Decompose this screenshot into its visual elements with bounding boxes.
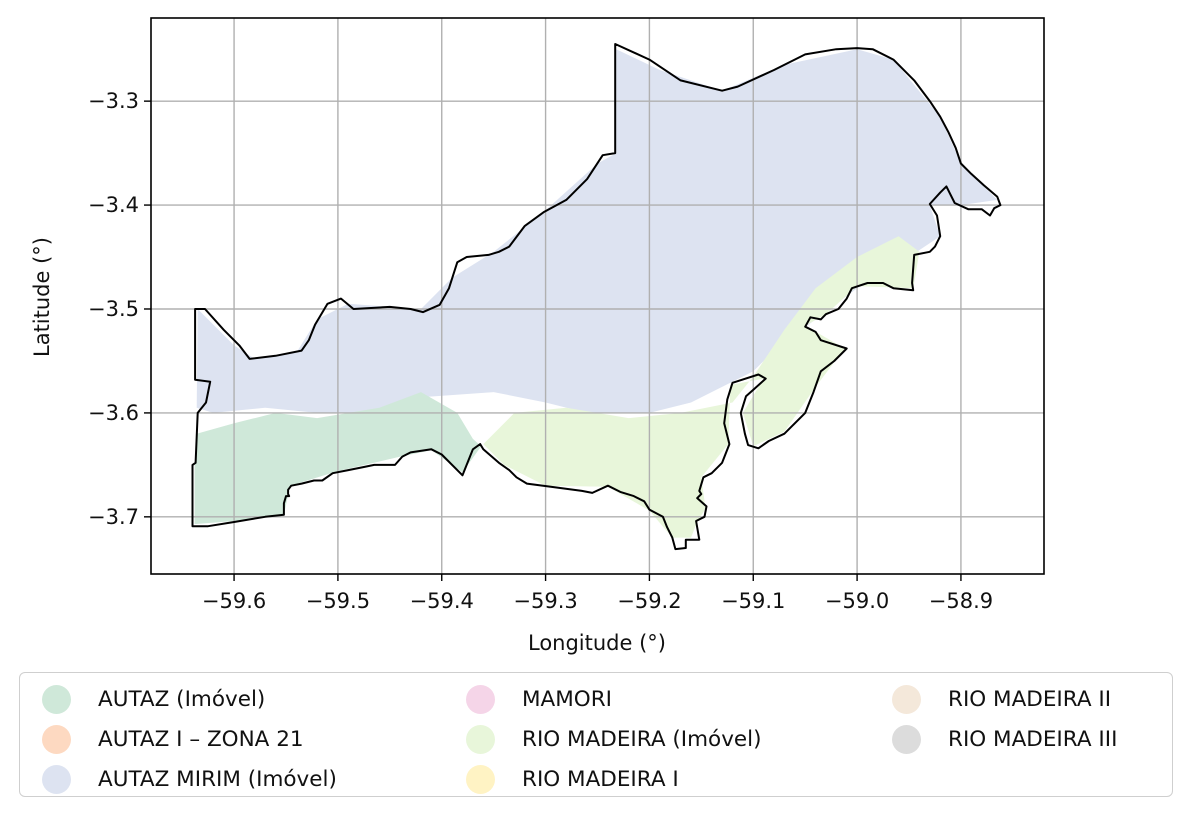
- legend-item: AUTAZ I – ZONA 21: [34, 719, 337, 759]
- legend-label: RIO MADEIRA II: [948, 686, 1112, 712]
- legend-swatch: [466, 684, 495, 714]
- legend-item: RIO MADEIRA II: [884, 679, 1117, 719]
- axis-ticks: −59.6 −59.5 −59.4 −59.3 −59.2 −59.1 −59.0 −58.9…: [88, 89, 993, 613]
- legend-swatch: [892, 724, 921, 754]
- legend-label: AUTAZ (Imóvel): [98, 686, 266, 712]
- legend-swatch: [466, 764, 495, 794]
- region-fills: [194, 49, 998, 538]
- legend-swatch: [466, 724, 495, 754]
- grid-lines: [151, 18, 1044, 574]
- legend-swatch: [42, 684, 71, 714]
- x-tick-label: −59.6: [202, 589, 266, 613]
- y-tick-label: −3.4: [88, 193, 139, 217]
- x-tick-label: −59.0: [825, 589, 889, 613]
- legend-label: MAMORI: [522, 686, 613, 712]
- legend-item: AUTAZ MIRIM (Imóvel): [34, 759, 337, 799]
- x-tick-label: −59.1: [721, 589, 785, 613]
- x-tick-label: −59.2: [617, 589, 681, 613]
- legend-label: AUTAZ I – ZONA 21: [98, 726, 304, 752]
- boundary-outline: [191, 43, 1002, 551]
- x-tick-label: −59.3: [513, 589, 577, 613]
- x-tick-label: −59.5: [306, 589, 370, 613]
- y-tick-label: −3.5: [88, 297, 139, 321]
- legend-item: MAMORI: [458, 679, 762, 719]
- legend-label: RIO MADEIRA (Imóvel): [522, 726, 762, 752]
- y-tick-label: −3.3: [88, 89, 139, 113]
- legend-label: RIO MADEIRA III: [948, 726, 1118, 752]
- y-tick-label: −3.7: [88, 505, 139, 529]
- x-tick-label: −58.9: [929, 589, 993, 613]
- x-axis-label: Longitude (°): [528, 631, 666, 655]
- legend-column-2: MAMORI RIO MADEIRA (Imóvel) RIO MADEIRA I: [458, 679, 762, 799]
- legend-label: AUTAZ MIRIM (Imóvel): [98, 766, 337, 792]
- legend-column-1: AUTAZ (Imóvel) AUTAZ I – ZONA 21 AUTAZ MIR…: [34, 679, 337, 799]
- y-axis-label: Latitude (°): [30, 237, 54, 357]
- legend-item: RIO MADEIRA III: [884, 719, 1117, 759]
- legend: AUTAZ (Imóvel) AUTAZ I – ZONA 21 AUTAZ MIR…: [19, 672, 1173, 797]
- y-tick-label: −3.6: [88, 401, 139, 425]
- legend-swatch: [42, 764, 71, 794]
- legend-column-3: RIO MADEIRA II RIO MADEIRA III: [884, 679, 1117, 759]
- legend-item: AUTAZ (Imóvel): [34, 679, 337, 719]
- x-tick-label: −59.4: [410, 589, 474, 613]
- legend-swatch: [892, 684, 921, 714]
- legend-item: RIO MADEIRA I: [458, 759, 762, 799]
- region-2-polygon-0: [483, 236, 920, 538]
- legend-item: RIO MADEIRA (Imóvel): [458, 719, 762, 759]
- plot-frame: [150, 17, 1045, 575]
- region-0-polygon-0: [196, 49, 998, 413]
- legend-label: RIO MADEIRA I: [522, 766, 679, 792]
- municipality-boundary: [191, 43, 1002, 551]
- legend-swatch: [42, 724, 71, 754]
